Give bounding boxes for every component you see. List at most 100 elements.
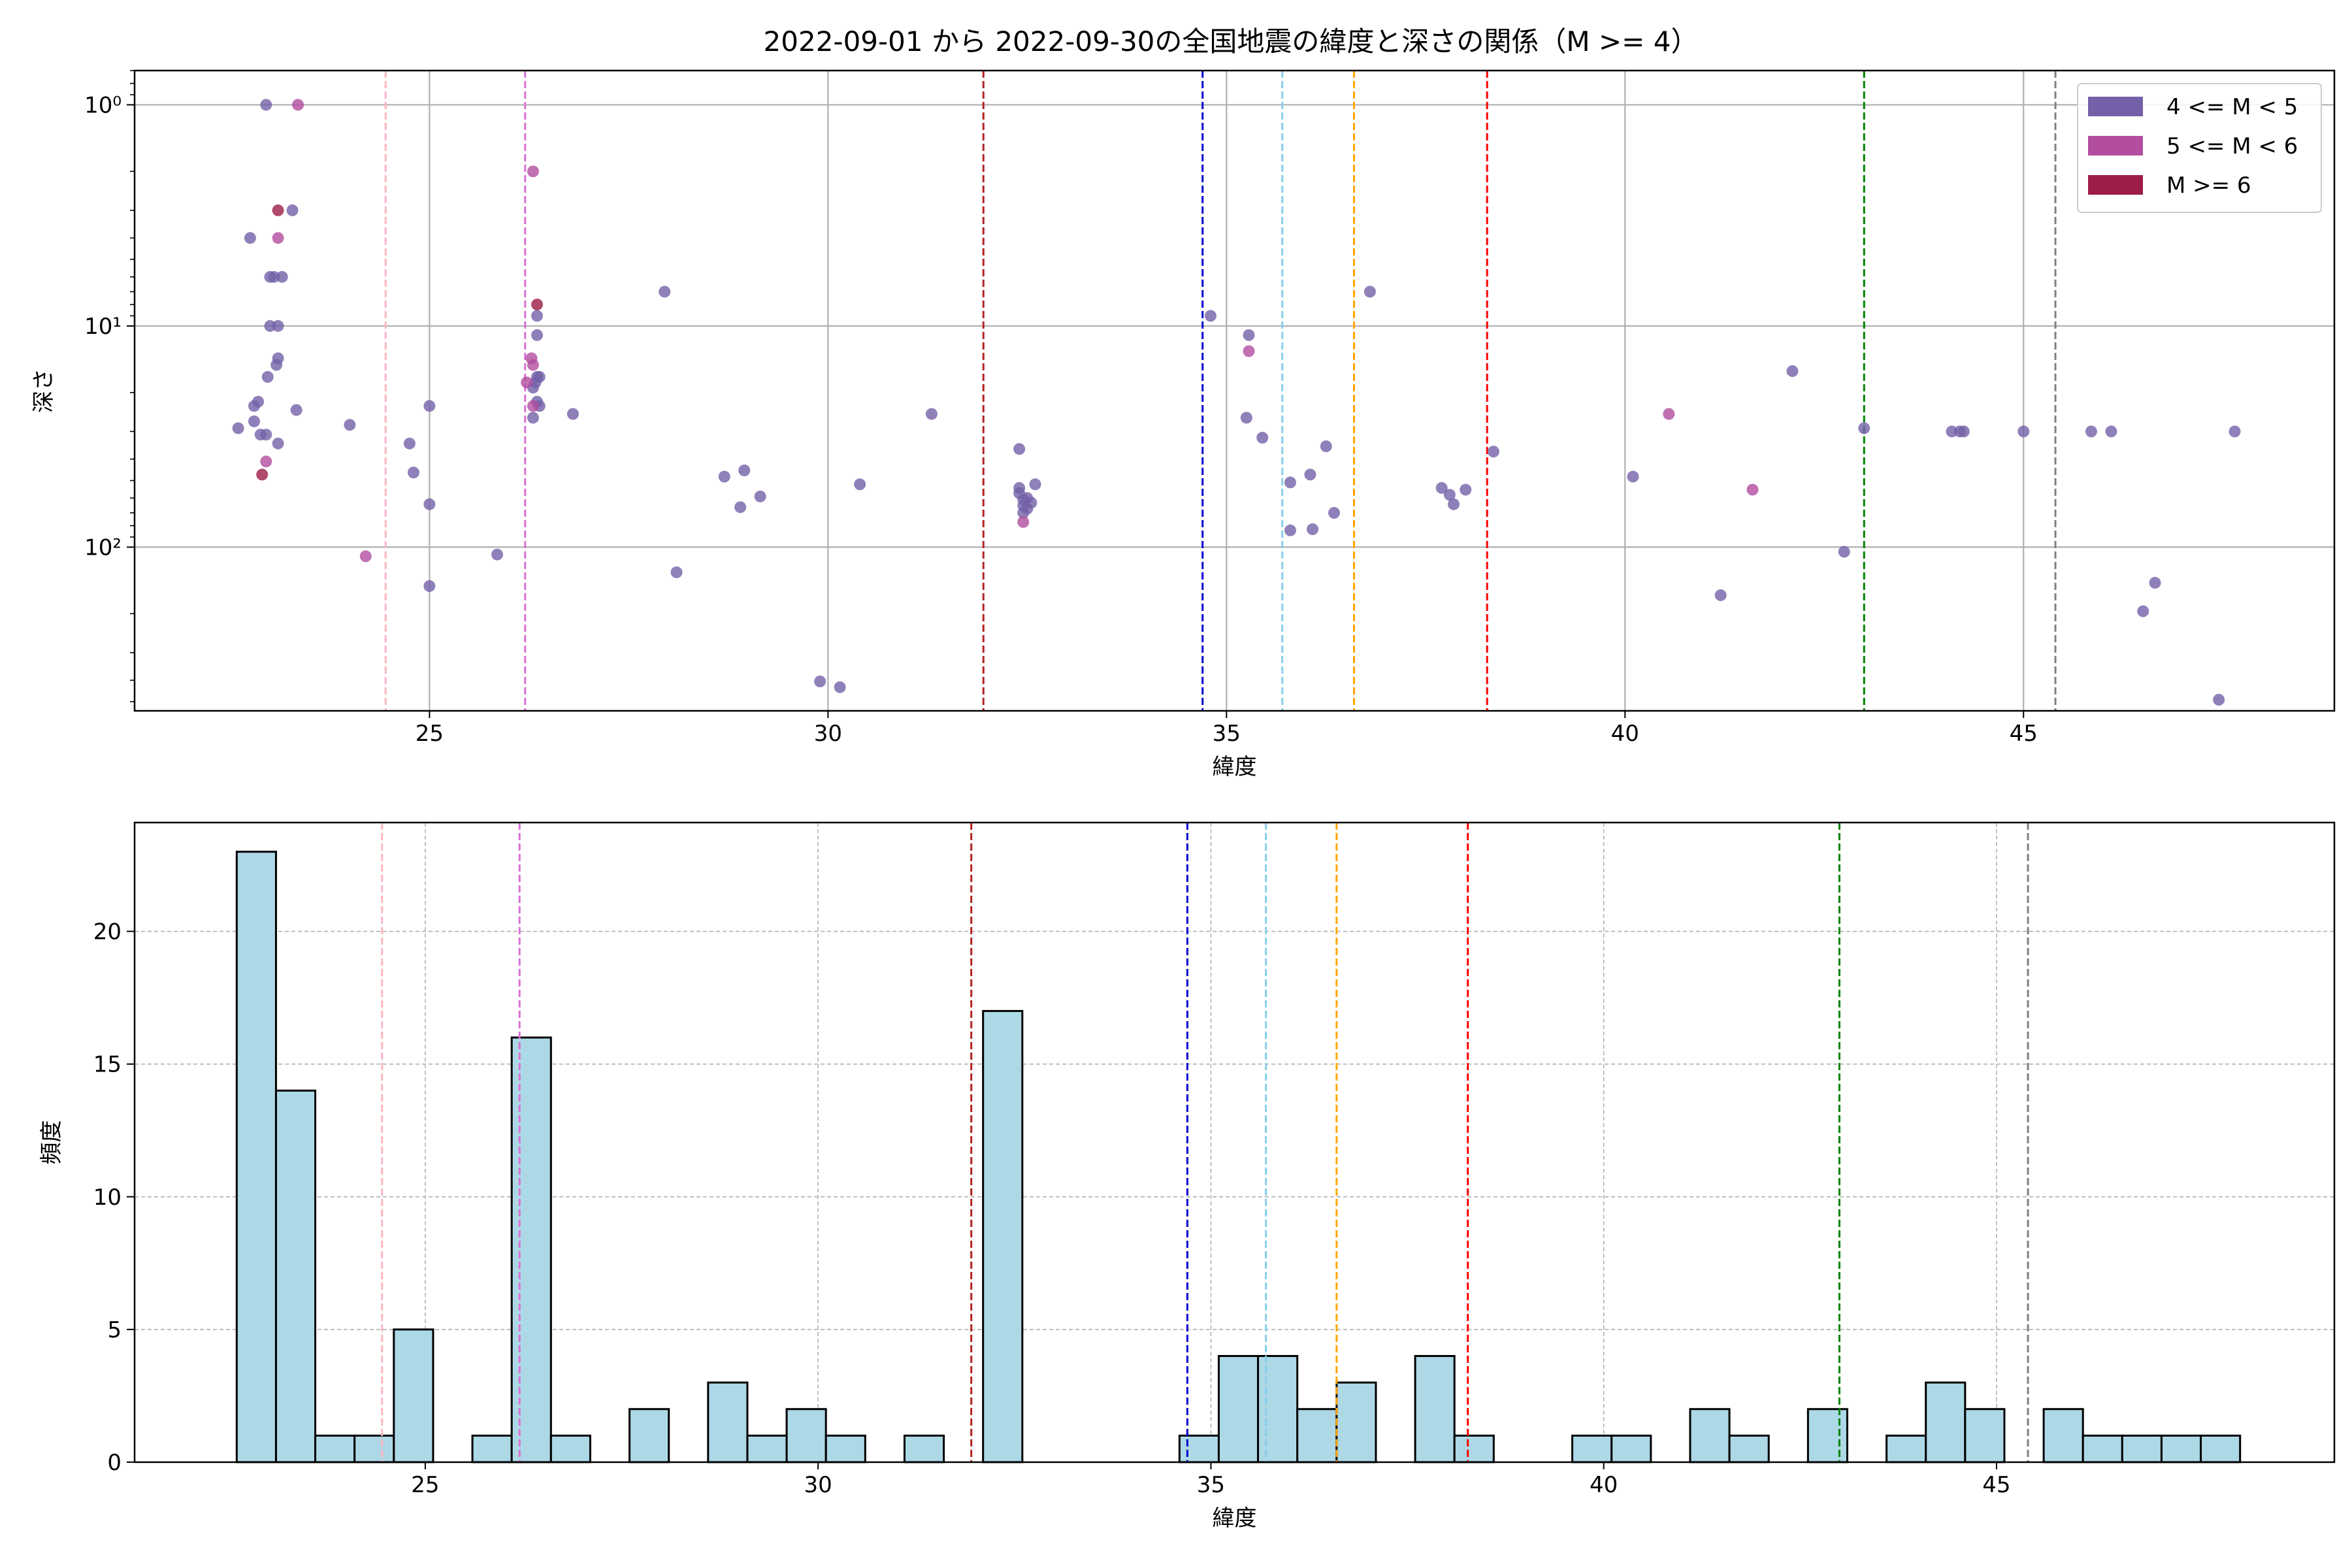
histogram-bar	[707, 1381, 749, 1463]
scatter-point	[272, 437, 284, 449]
scatter-points	[232, 99, 2241, 706]
scatter-point	[232, 422, 244, 434]
histogram-x-ticks: 25 30 35 40 45	[411, 1462, 2011, 1498]
scatter-point	[344, 419, 356, 431]
scatter-point	[2229, 425, 2241, 438]
scatter-point	[1204, 310, 1217, 322]
scatter-x-tick-label: 45	[2010, 721, 2038, 747]
histogram-bar	[2200, 1434, 2242, 1463]
scatter-point	[1328, 506, 1340, 519]
scatter-point	[1460, 483, 1472, 496]
scatter-point	[264, 270, 276, 283]
scatter-point	[754, 490, 766, 502]
histogram-bar	[1964, 1408, 2006, 1463]
scatter-point	[1858, 422, 1870, 434]
histogram-y-axis-label: 頻度	[39, 1120, 65, 1165]
scatter-point	[2105, 425, 2117, 438]
scatter-point	[738, 465, 751, 477]
scatter-point	[1714, 589, 1727, 602]
histogram-y-tick-label: 0	[107, 1450, 122, 1476]
scatter-point	[1243, 329, 1255, 341]
histogram-y-ticks: 0 5 10 15 20	[93, 919, 135, 1476]
histogram-reference-lines	[381, 823, 2029, 1462]
scatter-y-tick-label: 10¹	[84, 314, 122, 340]
scatter-point	[261, 370, 274, 383]
scatter-point	[527, 412, 539, 424]
histogram-bar	[982, 1009, 1024, 1463]
scatter-point	[814, 676, 826, 688]
scatter-point	[244, 232, 256, 244]
scatter-point	[521, 376, 533, 389]
histogram-plot-frame	[133, 821, 2336, 1463]
scatter-x-axis-label: 緯度	[1213, 754, 1257, 780]
scatter-point	[1304, 468, 1316, 481]
histogram-bar	[746, 1434, 788, 1463]
scatter-grid	[135, 71, 2334, 711]
scatter-point	[260, 455, 272, 468]
histogram-x-tick-label: 45	[1982, 1472, 2010, 1498]
histogram-bar	[1925, 1381, 1967, 1463]
scatter-point	[1240, 412, 1252, 424]
histogram-bar	[1886, 1434, 1927, 1463]
scatter-point	[1284, 476, 1296, 489]
histogram-x-tick-label: 35	[1197, 1472, 1225, 1498]
histogram-bar	[2160, 1434, 2202, 1463]
histogram-bar	[1414, 1355, 1456, 1463]
histogram-bar	[1257, 1355, 1299, 1463]
scatter-point	[1746, 483, 1759, 496]
histogram-bar	[314, 1434, 356, 1463]
legend: 4 <= M < 5 5 <= M < 6 M >= 6	[2077, 83, 2322, 213]
histogram-y-tick-label: 20	[93, 919, 122, 945]
scatter-point	[260, 99, 272, 111]
scatter-point	[1017, 506, 1030, 519]
scatter-point	[527, 165, 539, 178]
histogram-bar	[785, 1408, 827, 1463]
histogram-x-tick-label: 25	[411, 1472, 439, 1498]
histogram-bar	[2042, 1408, 2084, 1463]
scatter-point	[527, 359, 539, 371]
scatter-point	[531, 299, 544, 311]
scatter-point	[925, 408, 938, 420]
scatter-point	[1029, 478, 1041, 491]
scatter-point	[272, 232, 284, 244]
histogram-bar	[471, 1434, 513, 1463]
legend-swatch	[2088, 175, 2143, 195]
scatter-point	[276, 270, 288, 283]
scatter-point	[1435, 482, 1448, 494]
histogram-bar	[274, 1089, 317, 1463]
scatter-point	[292, 99, 304, 111]
scatter-x-ticks: 25 30 35 40 45	[416, 711, 2038, 747]
scatter-point	[491, 548, 504, 561]
scatter-point	[270, 359, 283, 371]
scatter-point	[272, 204, 284, 216]
scatter-point	[2137, 605, 2149, 617]
scatter-point	[1017, 515, 1030, 528]
histogram-x-tick-label: 30	[804, 1472, 832, 1498]
scatter-point	[290, 404, 302, 416]
scatter-point	[1447, 498, 1460, 510]
scatter-y-ticks: 10⁰ 10¹ 10²	[84, 70, 135, 702]
scatter-point	[2213, 694, 2225, 706]
histogram-bar	[903, 1434, 945, 1463]
scatter-point	[2017, 425, 2030, 438]
scatter-point	[252, 395, 265, 408]
histogram-x-axis-label: 緯度	[1213, 1505, 1257, 1531]
scatter-point	[566, 408, 579, 420]
histogram-bar	[1217, 1355, 1260, 1463]
scatter-point	[1307, 523, 1319, 536]
scatter-point	[1957, 425, 1970, 438]
histogram-bar	[1178, 1434, 1220, 1463]
scatter-panel: 25 30 35 40 45 10⁰ 10¹ 10² 緯度 深さ 4 <= M < 5 5 <…	[31, 69, 2336, 780]
scatter-point	[718, 470, 730, 483]
scatter-point	[670, 566, 683, 578]
histogram-panel: 25 30 35 40 45 0 5 10 15 20 緯度 頻度	[39, 821, 2336, 1531]
scatter-x-tick-label: 25	[416, 721, 444, 747]
scatter-point	[1838, 546, 1850, 558]
histogram-bar	[1453, 1434, 1495, 1463]
scatter-point	[1256, 431, 1269, 444]
scatter-point	[423, 498, 436, 510]
scatter-point	[1443, 489, 1456, 501]
scatter-point	[359, 550, 372, 563]
